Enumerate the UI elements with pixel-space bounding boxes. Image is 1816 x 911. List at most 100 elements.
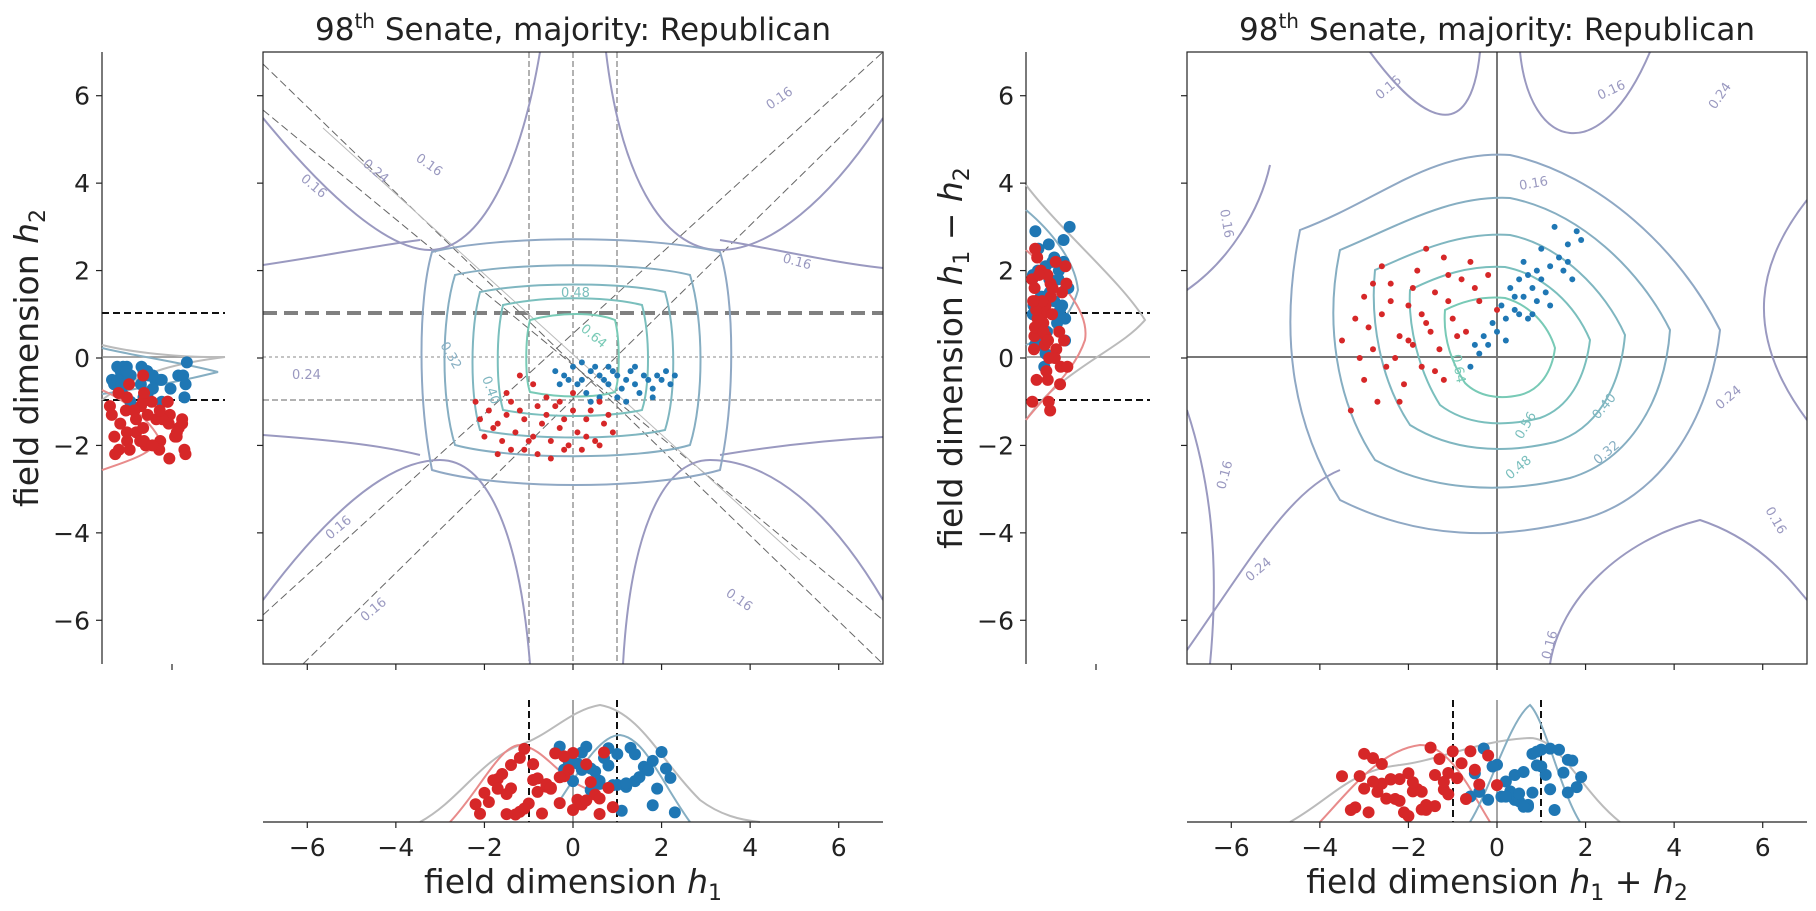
marginal-point [567, 804, 579, 817]
marginal-point [1544, 783, 1557, 796]
contour-left-lower [263, 434, 421, 456]
x-tick-label: 2 [1578, 833, 1594, 862]
contour-label: 0.24 [359, 157, 391, 187]
marginal-point [1393, 773, 1406, 786]
marginal-point [580, 758, 593, 771]
bottom-right-points [1336, 741, 1588, 822]
y-tick-label: −2 [53, 431, 90, 460]
scatter-point [1511, 293, 1518, 300]
scatter-point [1405, 302, 1412, 309]
scatter-point [1440, 254, 1447, 261]
marginal-point [109, 448, 122, 461]
marginal-point [1406, 785, 1419, 798]
marginal-point [1570, 781, 1583, 794]
marginal-point [1042, 395, 1055, 408]
scatter-point [472, 398, 479, 405]
marginal-point [1358, 782, 1371, 795]
marginal-point [646, 799, 659, 812]
marginal-point [1460, 793, 1472, 806]
x-tick-label: −2 [466, 833, 503, 862]
marginal-point [602, 759, 615, 772]
y-tick-label: 4 [998, 169, 1014, 198]
scatter-point [640, 372, 647, 379]
scatter-point [1445, 298, 1452, 305]
marginal-point [1380, 792, 1393, 805]
scatter-point [1423, 320, 1430, 327]
scatter-point [1463, 328, 1469, 335]
marginal-point [567, 775, 579, 788]
marginal-point [176, 413, 189, 426]
scatter-point [556, 381, 563, 388]
marginal-point [544, 781, 557, 794]
scatter-point [1387, 280, 1394, 287]
right-ylabel: field dimension h1 − h2 [931, 167, 975, 549]
marginal-point [1384, 773, 1397, 786]
scatter-point [587, 407, 594, 414]
left-main-yticks [257, 95, 263, 621]
scatter-point [1454, 333, 1461, 340]
marginal-point [161, 395, 174, 408]
contour-label: 0.16 [1214, 459, 1236, 491]
scatter-point [1564, 258, 1571, 265]
marginal-point [1353, 770, 1366, 783]
left-ylabel: field dimension h2 [7, 209, 51, 507]
scatter-point [1520, 258, 1527, 265]
scatter-point [1498, 302, 1505, 309]
scatter-point [1560, 267, 1567, 274]
contour-rt-0-64 [1443, 296, 1557, 399]
scatter-point [1387, 298, 1394, 305]
scatter-point [556, 424, 563, 431]
contour-rt-0-48 [1408, 265, 1592, 425]
y-tick-label: 0 [998, 344, 1014, 373]
right-marginal-yticks: 6 4 2 0 −2 −4 −6 [977, 82, 1026, 635]
contour-label: 0.24 [292, 368, 321, 383]
left-scatter-points [472, 359, 678, 462]
scatter-point [525, 438, 532, 445]
marginal-point [1451, 772, 1464, 785]
scatter-point [1347, 407, 1354, 414]
scatter-point [1409, 341, 1416, 348]
contour-rt-top [1369, 52, 1481, 116]
scatter-point [503, 389, 510, 396]
marginal-point [1433, 752, 1446, 765]
scatter-point [1409, 285, 1416, 292]
scatter-point [1569, 276, 1576, 283]
marginal-point [108, 430, 121, 443]
contour-level-0-32 [443, 264, 702, 458]
marginal-point [1437, 775, 1450, 788]
scatter-point [1529, 285, 1536, 292]
scatter-point [649, 394, 656, 401]
scatter-point [1494, 328, 1500, 335]
marginal-point [1026, 395, 1039, 408]
scatter-point [578, 446, 585, 453]
scatter-point [1507, 285, 1514, 292]
marginal-point [1042, 238, 1055, 251]
scatter-point [654, 372, 661, 379]
marginal-point [580, 740, 593, 753]
left-marginal-yticks: 6 4 2 0 −2 −4 −6 [53, 82, 102, 635]
marginal-point [518, 742, 531, 755]
scatter-point [552, 403, 559, 410]
marginal-point [531, 772, 544, 785]
scatter-point [583, 416, 590, 423]
marginal-point [1046, 308, 1059, 321]
scatter-point [561, 446, 568, 453]
contour-label: 0.24 [1243, 555, 1275, 585]
marginal-point [114, 417, 127, 430]
scatter-point [552, 368, 559, 375]
scatter-point [565, 442, 572, 449]
scatter-point [1502, 337, 1509, 344]
marginal-point [137, 421, 150, 434]
contour-label: 0.16 [358, 595, 390, 625]
marginal-point [513, 751, 526, 764]
contour-rt-top2 [1519, 52, 1651, 134]
marginal-point [1029, 225, 1042, 238]
scatter-point [512, 429, 519, 436]
marginal-point [179, 448, 192, 461]
marginal-point [137, 395, 150, 408]
marginal-point [1482, 749, 1495, 762]
x-tick-label: 4 [1666, 833, 1682, 862]
scatter-point [481, 433, 488, 440]
marginal-point [1406, 776, 1419, 789]
right-sum-marginal: −6 −4 −2 0 2 4 6 field dimension h1 + h2 [1187, 700, 1807, 906]
